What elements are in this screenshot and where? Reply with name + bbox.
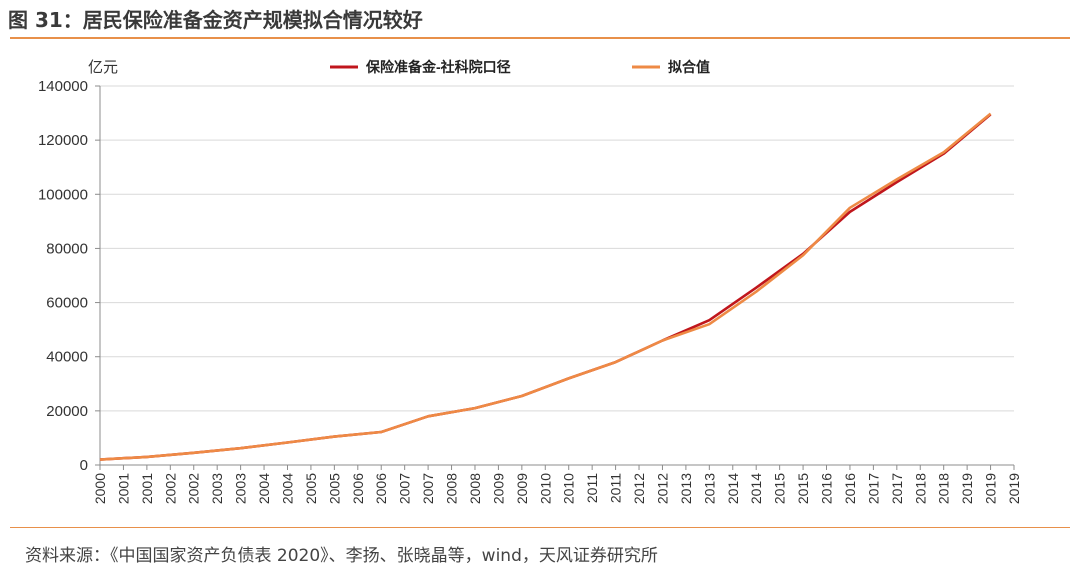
y-axis-label: 亿元 <box>88 59 118 76</box>
x-tick-label: 2003 <box>233 473 249 504</box>
x-tick-label: 2009 <box>514 473 530 504</box>
x-tick-label: 2001 <box>139 473 155 504</box>
x-tick-label: 2011 <box>608 473 624 503</box>
x-tick-label: 2006 <box>373 473 389 504</box>
title-rule <box>10 37 1070 39</box>
legend-label: 拟合值 <box>668 59 710 75</box>
y-tick-label: 80000 <box>46 240 88 257</box>
series-lines <box>99 112 992 461</box>
legend: 保险准备金-社科院口径 拟合值 <box>330 59 710 75</box>
x-tick-label: 2016 <box>842 473 858 504</box>
x-tick-label: 2008 <box>467 473 483 504</box>
y-tick-label: 140000 <box>38 78 88 95</box>
x-tick-label: 2010 <box>561 473 577 504</box>
x-tick-label: 2017 <box>889 473 905 504</box>
legend-label: 保险准备金-社科院口径 <box>365 59 511 75</box>
x-tick-label: 2011 <box>584 473 600 503</box>
x-tick-labels: 2000 2001 2001 2002 2002 2003 2003 2004 2004 2005… <box>92 473 1022 504</box>
x-tick-label: 2019 <box>1006 473 1022 504</box>
x-tick-label: 2005 <box>326 473 342 504</box>
x-tick-label: 2004 <box>279 473 295 504</box>
axes <box>95 85 1015 470</box>
x-tick-label: 2015 <box>772 473 788 504</box>
x-tick-label: 2018 <box>912 473 928 504</box>
x-tick-label: 2012 <box>631 473 647 504</box>
x-tick-label: 2004 <box>256 473 272 504</box>
x-tick-label: 2009 <box>490 473 506 504</box>
series-line <box>99 113 992 461</box>
x-tick-label: 2017 <box>865 473 881 504</box>
source-note: 资料来源：《中国国家资产负债表 2020》、李扬、张晓晶等，wind，天风证券研… <box>25 546 658 566</box>
x-tick-label: 2012 <box>654 473 670 504</box>
x-tick-label: 2013 <box>701 473 717 504</box>
y-tick-label: 40000 <box>46 349 88 366</box>
x-tick-label: 2010 <box>537 473 553 504</box>
x-tick-label: 2014 <box>725 473 741 504</box>
y-tick-label: 0 <box>80 457 88 474</box>
x-tick-label: 2008 <box>444 473 460 504</box>
x-tick-label: 2014 <box>748 473 764 504</box>
x-tick-label: 2003 <box>209 473 225 504</box>
y-tick-label: 100000 <box>38 186 88 203</box>
figure-title: 图 31：居民保险准备金资产规模拟合情况较好 <box>8 8 423 32</box>
x-tick-label: 2007 <box>420 473 436 504</box>
x-tick-label: 2018 <box>936 473 952 504</box>
y-tick-label: 120000 <box>38 132 88 149</box>
x-tick-label: 2019 <box>983 473 999 504</box>
x-tick-label: 2006 <box>350 473 366 504</box>
x-tick-label: 2016 <box>819 473 835 504</box>
gridlines <box>100 85 1014 412</box>
x-tick-label: 2019 <box>959 473 975 504</box>
source-rule <box>10 527 1070 528</box>
series-line <box>99 112 992 461</box>
x-tick-label: 2005 <box>303 473 319 504</box>
x-tick-label: 2001 <box>115 473 131 504</box>
x-tick-label: 2013 <box>678 473 694 504</box>
x-tick-label: 2002 <box>162 473 178 504</box>
y-tick-labels: 0 20000 40000 60000 80000 100000 120000 140000 <box>38 78 88 474</box>
y-tick-label: 20000 <box>46 403 88 420</box>
line-chart: 020000400006000080000100000120000140000 … <box>38 59 1022 504</box>
x-tick-label: 2000 <box>92 473 108 504</box>
x-tick-label: 2015 <box>795 473 811 504</box>
x-tick-label: 2002 <box>186 473 202 504</box>
y-tick-label: 60000 <box>46 295 88 312</box>
x-tick-label: 2007 <box>397 473 413 504</box>
